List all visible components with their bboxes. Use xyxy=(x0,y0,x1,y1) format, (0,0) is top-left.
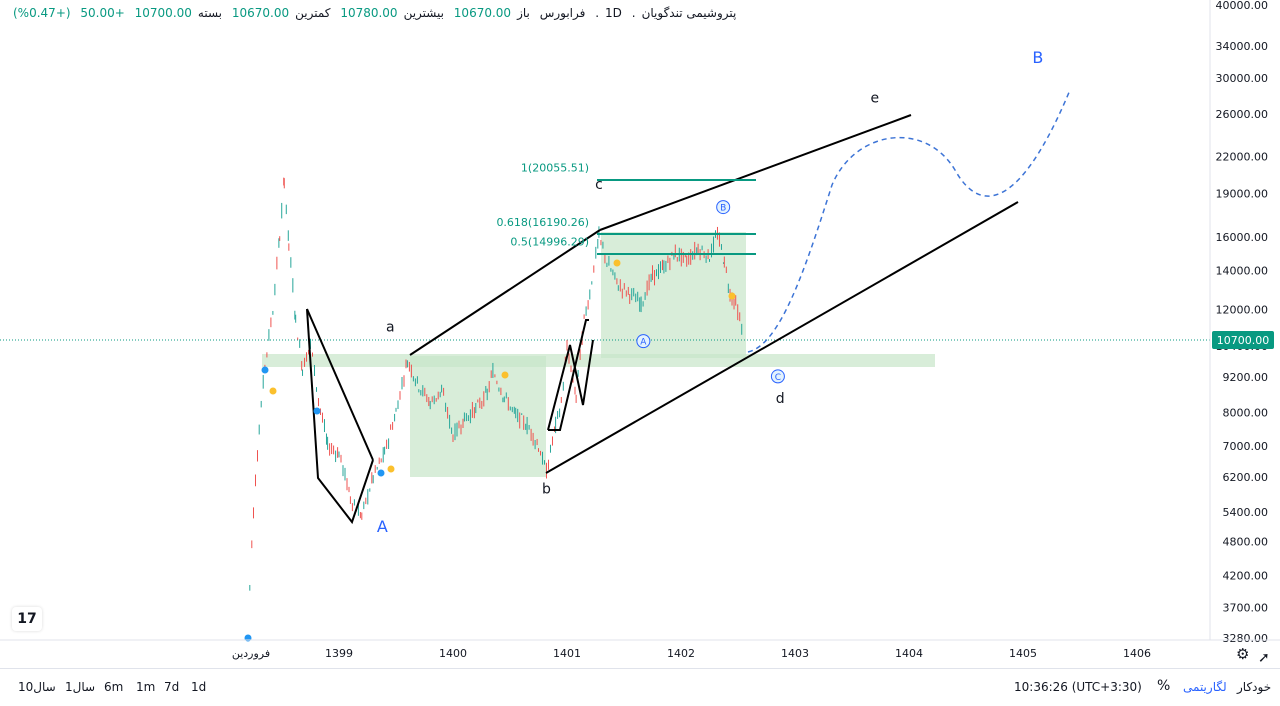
y-tick-label: 4800.00 xyxy=(1223,536,1269,549)
high-label: بیشترین xyxy=(403,6,444,20)
percent-toggle[interactable]: % xyxy=(1157,678,1171,694)
clock: 10:36:26 (UTC+3:30) xyxy=(1014,680,1142,694)
marker-dot xyxy=(313,407,321,415)
close-label: بسته xyxy=(197,6,223,20)
x-tick-label: 1400 xyxy=(439,647,467,660)
bottom-toolbar: 1d 7d 1m 6m 1سال 10سال 10:36:26 (UTC+3:3… xyxy=(0,668,1280,706)
y-tick-label: 30000.00 xyxy=(1216,72,1269,85)
cursor-icon: ➚ xyxy=(1258,650,1270,666)
symbol-header: پتروشیمی تندگویان. 1D. فرابورس باز10670.… xyxy=(13,6,737,20)
change-value: +50.00 xyxy=(80,6,125,20)
x-tick-label: 1402 xyxy=(667,647,695,660)
exchange: فرابورس xyxy=(539,6,586,20)
x-tick-label: 1405 xyxy=(1009,647,1037,660)
y-tick-label: 5400.00 xyxy=(1223,506,1269,519)
timeframe-6m[interactable]: 6m xyxy=(104,680,124,694)
fib-label: 1(20055.51) xyxy=(521,162,589,175)
svg-text:10700.00: 10700.00 xyxy=(1217,334,1270,347)
wave-circle-badge xyxy=(716,200,731,215)
y-tick-label: 9200.00 xyxy=(1223,371,1269,384)
wave-label: A xyxy=(377,517,388,536)
current-price-badge: 10700.00 xyxy=(1212,331,1274,349)
wave-label: c xyxy=(595,177,603,193)
interval[interactable]: 1D xyxy=(605,6,622,20)
open-value: 10670.00 xyxy=(453,6,512,20)
drawing-lines xyxy=(306,89,1071,525)
y-tick-label: 16000.00 xyxy=(1216,231,1269,244)
range-box-1400 xyxy=(410,356,546,477)
tradingview-logo-icon[interactable]: 17 xyxy=(12,607,42,631)
wave-A-line xyxy=(306,308,374,461)
y-tick-label: 3280.00 xyxy=(1223,632,1269,645)
zigzag-wave-c xyxy=(548,319,589,431)
y-tick-label: 3700.00 xyxy=(1223,602,1269,615)
low-label: کمترین xyxy=(295,6,331,20)
y-axis[interactable]: 40000.00 34000.00 30000.00 26000.00 22000.00… xyxy=(1209,0,1269,645)
high-value: 10780.00 xyxy=(340,6,398,20)
wave-label: B xyxy=(1032,48,1043,67)
symbol-name: پتروشیمی تندگویان xyxy=(641,6,737,20)
marker-dot xyxy=(387,465,395,473)
wave-label: a xyxy=(386,320,395,336)
wave-circle-badge xyxy=(770,369,785,384)
marker-dot xyxy=(261,366,269,374)
x-tick-label: فروردین xyxy=(232,647,270,660)
x-tick-label: 1399 xyxy=(325,647,353,660)
y-tick-label: 7000.00 xyxy=(1223,440,1269,453)
wave-label: e xyxy=(870,91,879,107)
timeframe-10y[interactable]: 10سال xyxy=(18,680,56,694)
wave-circle-badge xyxy=(636,334,651,349)
support-zone-long xyxy=(262,354,935,367)
channel-upper-ce xyxy=(599,114,912,231)
change-percent: (+0.47%) xyxy=(13,6,71,20)
channel-lower-bd xyxy=(545,201,1019,474)
y-tick-label: 6200.00 xyxy=(1223,471,1269,484)
zone-boxes xyxy=(262,232,935,477)
x-tick-label: 1406 xyxy=(1123,647,1151,660)
marker-dot xyxy=(269,387,277,395)
gear-icon[interactable]: ⚙ xyxy=(1236,645,1250,663)
channel-upper-ac xyxy=(409,229,601,356)
wave-label: A xyxy=(640,338,647,348)
y-tick-label: 8000.00 xyxy=(1223,406,1269,419)
auto-toggle[interactable]: خودکار xyxy=(1237,680,1272,694)
timeframe-7d[interactable]: 7d xyxy=(164,680,180,694)
log-toggle[interactable]: لگاریتمی xyxy=(1183,680,1227,694)
marker-dot xyxy=(377,469,385,477)
y-tick-label: 14000.00 xyxy=(1216,265,1269,278)
timeframe-1y[interactable]: 1سال xyxy=(65,680,96,694)
marker-dot xyxy=(613,259,621,267)
marker-dot xyxy=(501,371,509,379)
projection-path xyxy=(747,89,1071,353)
price-chart[interactable]: 1(20055.51)0.618(16190.26)0.5(14996.29) … xyxy=(0,0,1280,668)
marker-dot xyxy=(728,292,736,300)
y-tick-label: 22000.00 xyxy=(1216,150,1269,163)
fib-label: 0.618(16190.26) xyxy=(496,216,589,229)
wave-label: d xyxy=(776,391,785,407)
x-tick-label: 1401 xyxy=(553,647,581,660)
close-value: 10700.00 xyxy=(134,6,192,20)
y-tick-label: 12000.00 xyxy=(1216,304,1269,317)
zigzag-wave-c2 xyxy=(547,339,594,431)
open-label: باز xyxy=(517,6,530,20)
y-tick-label: 26000.00 xyxy=(1216,108,1269,121)
wave-labels: A Ba b c d e A B C xyxy=(377,48,1043,536)
fib-label: 0.5(14996.29) xyxy=(510,235,589,248)
low-value: 10670.00 xyxy=(231,6,290,20)
zigzag-wave-A xyxy=(306,308,374,525)
y-tick-label: 34000.00 xyxy=(1216,40,1269,53)
y-tick-label: 19000.00 xyxy=(1216,187,1269,200)
y-tick-label: 4200.00 xyxy=(1223,569,1269,582)
timeframe-1d[interactable]: 1d xyxy=(191,680,207,694)
wave-label: C xyxy=(775,373,781,383)
wave-label: B xyxy=(720,204,726,214)
fib-labels: 1(20055.51) 0.618(16190.26) 0.5(14996.29) xyxy=(496,162,589,249)
x-axis[interactable]: فروردین 1399 1400 1401 1402 1403 1404 1405 1406 xyxy=(0,639,1280,660)
timeframe-1m[interactable]: 1m xyxy=(136,680,156,694)
y-tick-label: 40000.00 xyxy=(1216,0,1269,12)
x-tick-label: 1404 xyxy=(895,647,923,660)
x-tick-label: 1403 xyxy=(781,647,809,660)
wave-label: b xyxy=(542,482,551,498)
